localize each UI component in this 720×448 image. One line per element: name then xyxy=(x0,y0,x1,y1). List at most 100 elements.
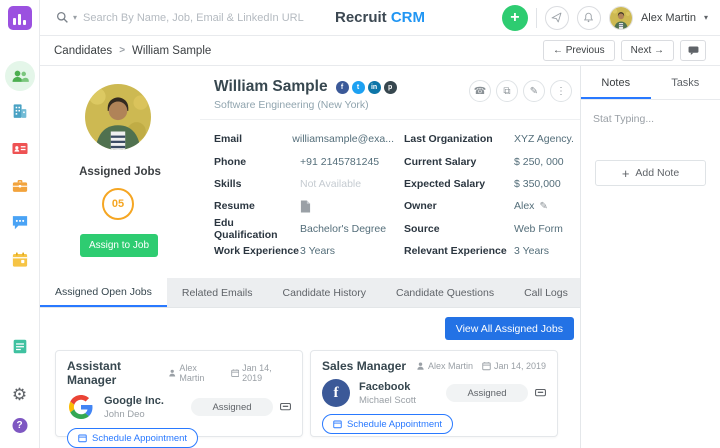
settings-gear-icon[interactable]: ⚙ xyxy=(11,385,28,404)
left-sidebar: ⚙ ? xyxy=(0,0,40,448)
comment-bubble-icon xyxy=(280,402,291,410)
job-owner: Alex Martin xyxy=(427,361,473,371)
previous-record-button[interactable]: ← Previous xyxy=(542,40,615,61)
app-logo-icon[interactable] xyxy=(7,6,32,30)
twitter-icon[interactable]: t xyxy=(351,80,365,94)
notifications-button[interactable] xyxy=(576,5,601,30)
sidebar-item-companies[interactable] xyxy=(10,102,29,121)
job-title[interactable]: Assistant Manager xyxy=(67,359,122,387)
last-org-value: XYZ Agency. xyxy=(514,133,574,146)
next-record-button[interactable]: Next → xyxy=(620,40,674,61)
sidebar-item-reports[interactable] xyxy=(10,337,29,356)
card-comment-button[interactable] xyxy=(280,402,291,412)
tab-assigned-open-jobs[interactable]: Assigned Open Jobs xyxy=(40,278,167,307)
notes-panel: Notes Tasks Stat Typing... + Add Note xyxy=(580,66,720,448)
search-icon[interactable] xyxy=(56,11,69,24)
sidebar-item-contacts[interactable] xyxy=(10,139,29,158)
candidate-photo-image xyxy=(85,84,151,150)
contact-person: Michael Scott xyxy=(359,394,417,406)
status-pill[interactable]: Assigned xyxy=(191,398,273,416)
owner-edit-icon[interactable]: ✎ xyxy=(539,200,548,212)
user-menu-name[interactable]: Alex Martin xyxy=(640,11,696,24)
detail-label: Skills xyxy=(214,177,242,190)
bar-chart-logo-icon xyxy=(7,6,32,30)
card-comment-button[interactable] xyxy=(535,388,546,398)
email-value[interactable]: williamsample@exa... xyxy=(292,133,394,146)
calendar-icon xyxy=(12,252,27,267)
quick-add-button[interactable]: + xyxy=(501,4,528,31)
owner-value: Alex xyxy=(514,200,535,213)
search-scope-caret-icon[interactable]: ▾ xyxy=(73,13,78,22)
company-name[interactable]: Google Inc. xyxy=(104,394,164,407)
job-date: Jan 14, 2019 xyxy=(493,361,546,371)
assign-to-job-button[interactable]: Assign to Job xyxy=(80,234,158,257)
comment-bubble-icon xyxy=(535,388,546,396)
breadcrumb-separator-icon: > xyxy=(119,45,126,56)
top-header: ▾ Recruit CRM + Alex Martin ▾ xyxy=(40,0,720,36)
schedule-label: Schedule Appointment xyxy=(92,432,188,444)
resume-file-icon[interactable] xyxy=(300,200,311,213)
tab-call-logs[interactable]: Call Logs xyxy=(524,286,568,299)
job-title[interactable]: Sales Manager xyxy=(322,359,407,373)
send-campaign-button[interactable] xyxy=(544,5,569,30)
breadcrumb-current: William Sample xyxy=(132,44,212,57)
user-menu-caret-icon[interactable]: ▾ xyxy=(703,13,708,22)
edit-button[interactable]: ✎ xyxy=(523,80,545,102)
detail-row-phone: Phone +91 2145781245 xyxy=(214,150,394,172)
pinterest-icon[interactable]: p xyxy=(383,80,397,94)
tab-candidate-history[interactable]: Candidate History xyxy=(282,286,366,299)
call-button[interactable]: ☎ xyxy=(469,80,491,102)
detail-row-current-salary: Current Salary $ 250, 000 xyxy=(404,150,576,172)
schedule-appointment-button[interactable]: Schedule Appointment xyxy=(322,414,454,434)
google-logo-icon xyxy=(67,393,95,421)
candidate-info-column: William Sample f t in p Software Enginee… xyxy=(200,66,580,278)
candidate-profile-column: Assigned Jobs 05 Assign to Job xyxy=(40,66,200,278)
job-card: Assistant Manager Alex Martin Jan 14, 20… xyxy=(55,350,303,448)
comment-view-button[interactable] xyxy=(680,40,706,61)
detail-label: Email xyxy=(214,133,243,146)
brand-title: Recruit CRM xyxy=(334,9,426,26)
job-card: Sales Manager Alex Martin Jan 14, 2019 f… xyxy=(310,350,558,437)
note-input-placeholder[interactable]: Stat Typing... xyxy=(593,113,655,125)
expected-salary-value: $ 350,000 xyxy=(514,177,561,190)
view-all-assigned-jobs-button[interactable]: View All Assigned Jobs xyxy=(444,317,574,340)
search-input[interactable] xyxy=(81,10,307,25)
status-pill[interactable]: Assigned xyxy=(446,384,528,402)
company-name[interactable]: Facebook xyxy=(359,380,411,393)
sidebar-item-calendar[interactable] xyxy=(10,250,29,269)
source-value: Web Form xyxy=(514,222,563,235)
candidate-actions: ☎ ⧉ ✎ ⋮ xyxy=(469,80,572,102)
candidate-photo[interactable] xyxy=(85,84,151,150)
copy-button[interactable]: ⧉ xyxy=(496,80,518,102)
linkedin-icon[interactable]: in xyxy=(367,80,381,94)
facebook-icon[interactable]: f xyxy=(335,80,349,94)
phone-value[interactable]: +91 2145781245 xyxy=(300,155,380,168)
sidebar-item-messages[interactable] xyxy=(10,213,29,232)
sidebar-item-jobs[interactable] xyxy=(10,176,29,195)
tab-notes[interactable]: Notes xyxy=(581,66,651,99)
candidate-header: William Sample f t in p Software Enginee… xyxy=(200,66,580,120)
social-links: f t in p xyxy=(335,80,397,94)
candidate-tabs: Assigned Open Jobs Related Emails Candid… xyxy=(40,278,580,308)
sidebar-item-candidates[interactable] xyxy=(4,61,35,91)
more-options-button[interactable]: ⋮ xyxy=(550,80,572,102)
add-note-button[interactable]: + Add Note xyxy=(595,160,706,186)
tab-candidate-questions[interactable]: Candidate Questions xyxy=(396,286,495,299)
detail-label: Current Salary xyxy=(404,155,477,168)
header-actions: + Alex Martin ▾ xyxy=(501,4,708,31)
job-date: Jan 14, 2019 xyxy=(242,363,272,383)
question-mark-icon: ? xyxy=(12,418,27,433)
tab-related-emails[interactable]: Related Emails xyxy=(181,286,253,299)
assigned-jobs-count-badge[interactable]: 05 xyxy=(102,188,134,220)
candidate-name: William Sample xyxy=(214,78,328,95)
record-nav: ← Previous Next → xyxy=(542,40,706,61)
help-icon[interactable]: ? xyxy=(12,418,27,433)
schedule-appointment-button[interactable]: Schedule Appointment xyxy=(67,428,199,448)
user-avatar[interactable] xyxy=(608,5,633,30)
detail-row-skills: Skills Not Available xyxy=(214,173,394,195)
work-exp-value: 3 Years xyxy=(300,245,336,258)
tab-tasks[interactable]: Tasks xyxy=(671,76,700,89)
breadcrumb-candidates-link[interactable]: Candidates xyxy=(54,44,113,57)
header-divider xyxy=(535,7,537,28)
detail-row-edu: Edu Qualification Bachelor's Degree xyxy=(214,217,394,241)
